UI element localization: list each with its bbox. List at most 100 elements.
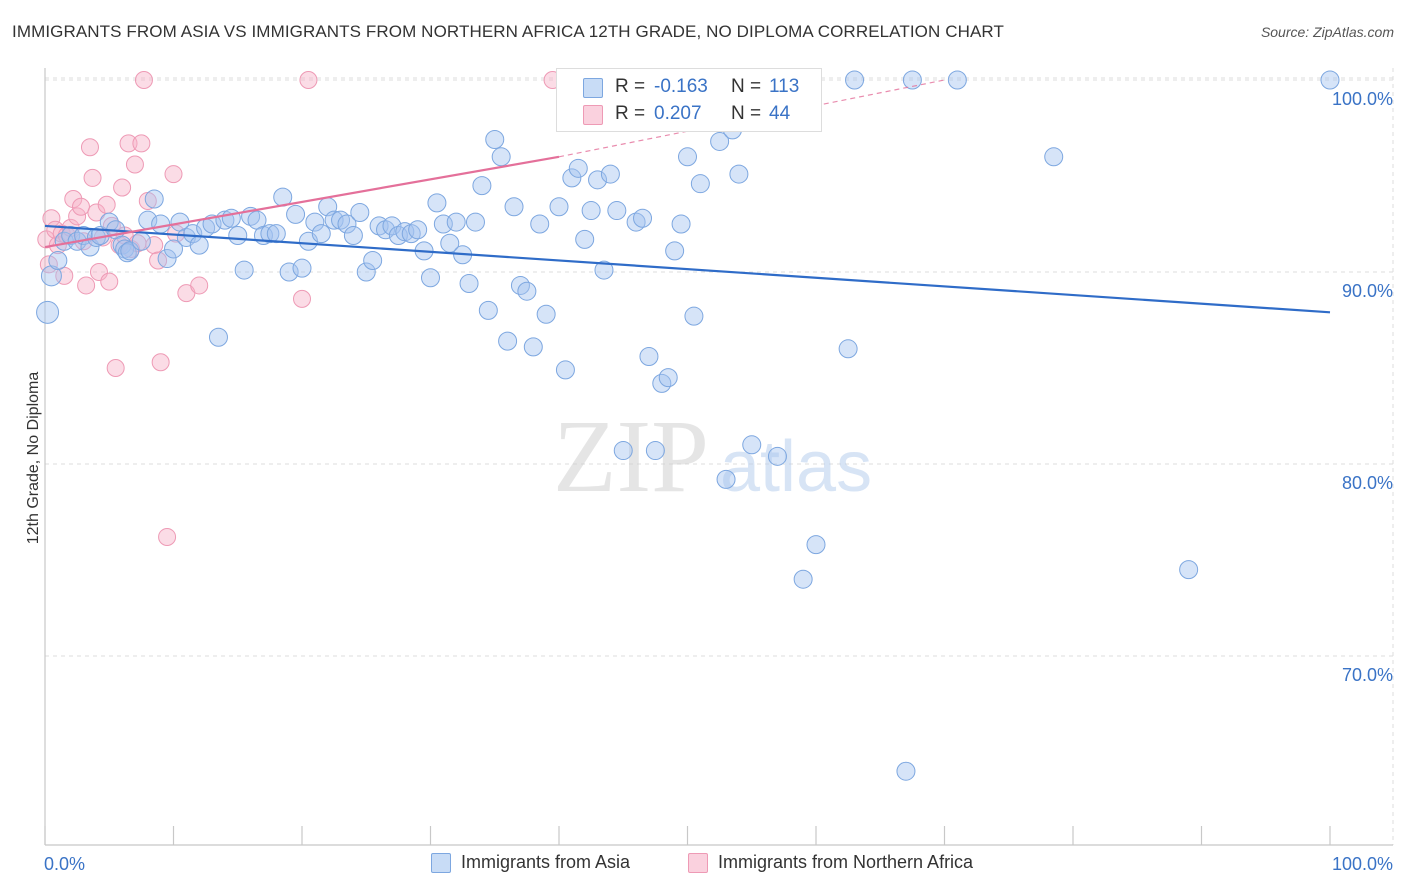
asia-point — [234, 260, 254, 280]
legend-swatch-asia — [583, 78, 603, 98]
legend-row-asia: R = -0.163 N = 113 — [557, 76, 821, 100]
asia-point — [742, 435, 762, 455]
asia-point — [286, 204, 306, 224]
africa-point — [97, 195, 116, 214]
asia-point — [260, 224, 280, 244]
asia-point — [157, 249, 177, 269]
asia-point — [48, 250, 68, 270]
asia-point — [427, 193, 447, 213]
asia-point — [793, 569, 813, 589]
africa-point — [113, 178, 132, 197]
asia-point — [131, 231, 151, 251]
asia-point — [208, 327, 228, 347]
africa-point — [64, 190, 83, 209]
asia-point — [485, 130, 505, 150]
asia-point — [504, 197, 524, 217]
asia-point — [228, 226, 248, 246]
africa-point — [106, 359, 125, 377]
tick-labels: 100.0% 90.0% 80.0% 70.0% 0.0% 100.0% — [44, 89, 1393, 874]
correlation-legend: R = -0.163 N = 113 R = 0.207 N = 44 — [556, 68, 822, 132]
asia-point — [568, 158, 588, 178]
asia-point — [806, 535, 826, 555]
asia-point — [684, 306, 704, 326]
bottom-legend-label-africa: Immigrants from Northern Africa — [718, 852, 974, 872]
asia-point — [536, 304, 556, 324]
asia-point — [151, 214, 171, 234]
africa-point — [119, 134, 138, 153]
asia-point — [350, 202, 370, 222]
source-label: Source: ZipAtlas.com — [1260, 24, 1394, 40]
asia-point — [838, 339, 858, 359]
africa-point — [190, 276, 209, 295]
asia-point — [517, 281, 537, 301]
africa-point — [132, 134, 151, 153]
asia-point — [363, 250, 383, 270]
asia-point — [600, 164, 620, 184]
africa-point — [164, 165, 183, 184]
asia-point — [658, 368, 678, 388]
bottom-legend-africa: Immigrants from Northern Africa — [688, 852, 1028, 876]
asia-point — [498, 331, 518, 351]
trend-lines — [44, 79, 1331, 314]
africa-point — [100, 272, 119, 291]
y-tick-label: 70.0% — [1342, 665, 1393, 685]
asia-point — [478, 300, 498, 320]
y-axis-label: 12th Grade, No Diploma — [25, 372, 42, 545]
africa-point — [80, 138, 99, 157]
asia-point — [164, 239, 183, 259]
y-tick-label: 80.0% — [1342, 473, 1393, 493]
asia-point — [305, 212, 325, 232]
asia-point — [472, 176, 492, 196]
asia-point — [767, 446, 787, 466]
africa-point — [83, 168, 102, 187]
x-tick-label: 100.0% — [1332, 854, 1393, 874]
asia-point — [710, 131, 730, 151]
asia-point — [117, 243, 137, 263]
asia-point — [555, 360, 575, 380]
asia-point — [947, 70, 967, 90]
asia-point — [459, 274, 479, 294]
asia-point — [324, 210, 344, 230]
grid-lines — [45, 68, 1394, 845]
africa-point — [158, 527, 177, 546]
asia-point — [562, 168, 582, 188]
asia-point — [356, 262, 376, 282]
legend-n-label: N = — [731, 76, 762, 97]
asia-point — [845, 70, 865, 90]
asia-trend-line — [44, 224, 1331, 314]
asia-point — [678, 147, 697, 167]
asia-point — [144, 189, 164, 209]
asia-point — [902, 70, 922, 90]
africa-point — [71, 197, 90, 216]
asia-point — [189, 235, 209, 255]
asia-point — [421, 268, 440, 288]
asia-point — [613, 441, 633, 461]
asia-point — [491, 147, 511, 167]
y-tick-label: 100.0% — [1332, 89, 1393, 109]
asia-point — [594, 260, 614, 280]
bottom-legend-swatch-africa — [688, 853, 708, 873]
asia-point — [382, 216, 402, 236]
asia-point — [645, 441, 665, 461]
asia-point — [729, 164, 749, 184]
africa-point — [125, 155, 144, 174]
watermark-atlas: atlas — [720, 427, 872, 507]
asia-point — [639, 346, 659, 366]
asia-point — [633, 208, 653, 228]
africa-point — [134, 71, 153, 89]
asia-point — [343, 226, 363, 246]
asia-point — [1320, 70, 1340, 90]
asia-point — [896, 761, 916, 781]
series-africa-points — [37, 71, 562, 546]
asia-point — [36, 300, 60, 324]
asia-point — [671, 214, 691, 234]
africa-point — [151, 353, 170, 372]
africa-point — [299, 71, 318, 89]
asia-point — [266, 224, 286, 244]
legend-r-value: -0.163 — [654, 76, 708, 97]
asia-point — [588, 170, 608, 190]
y-tick-label: 90.0% — [1342, 281, 1393, 301]
asia-point — [446, 212, 466, 232]
asia-point — [523, 337, 543, 357]
